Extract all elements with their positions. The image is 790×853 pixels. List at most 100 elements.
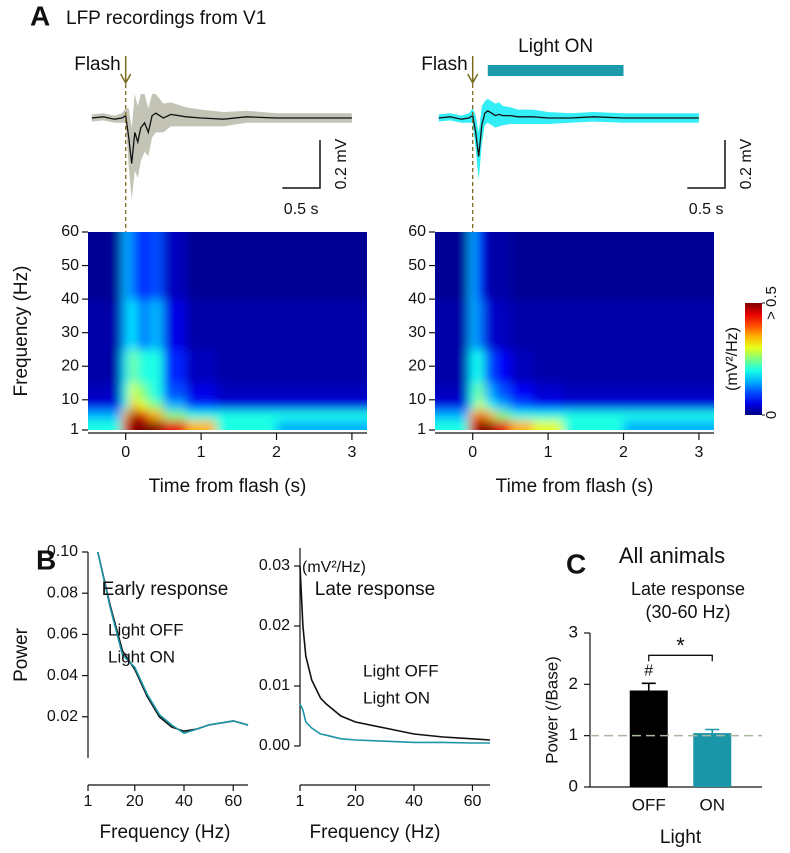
heatmap-cell [510, 419, 534, 430]
scale-label: 0.2 mV [333, 138, 350, 189]
heatmap-cell [435, 232, 470, 300]
heatmap-cell [468, 409, 477, 421]
x-tick-label: 1 [197, 444, 206, 461]
heatmap-cell [623, 409, 714, 421]
y-tick-label: 0.08 [47, 584, 78, 601]
x-tick-label: 60 [224, 793, 242, 810]
x-tick-label: 1 [84, 793, 93, 810]
heatmap-cell [276, 409, 367, 421]
scale-bar [282, 140, 321, 189]
heatmap-cell [137, 349, 149, 384]
error-bar [705, 728, 720, 734]
y-tick-label: 1 [70, 421, 79, 438]
heatmap-cell [510, 349, 534, 384]
legend-entry: Light ON [108, 647, 175, 666]
series-line [299, 703, 490, 744]
chart-title: All animals [619, 543, 725, 568]
y-tick-label: 0.10 [47, 543, 78, 560]
heatmap-cell [510, 383, 534, 401]
y-tick-label: 0.01 [259, 677, 290, 694]
heatmap-cell [148, 419, 164, 430]
heatmap-cell [476, 232, 485, 300]
heatmap-cell [121, 399, 130, 411]
error-bar [641, 682, 656, 691]
trace-line [91, 112, 352, 164]
heatmap-cell [163, 409, 187, 421]
y-tick-label: 0.02 [259, 617, 290, 634]
heatmap-cell [435, 409, 470, 421]
x-tick-label: 3 [694, 444, 703, 461]
heatmap-cell [495, 349, 511, 384]
x-tick-label: 1 [296, 793, 305, 810]
heatmap-cell [88, 409, 123, 421]
heatmap-cell [484, 419, 496, 430]
colorbar-label: (mV²/Hz) [724, 327, 741, 391]
x-tick-label: 40 [175, 793, 193, 810]
y-tick-label: 10 [408, 391, 426, 408]
heatmap-cell [148, 383, 164, 401]
heatmap-cell [484, 232, 496, 300]
heatmap-cell [88, 399, 123, 411]
heatmap-cell [476, 419, 485, 430]
heatmap-cell [435, 399, 470, 411]
x-axis-label: Light [660, 827, 702, 848]
heatmap-cell [623, 299, 714, 350]
heatmap-cell [435, 419, 470, 430]
heatmap-cell [129, 399, 138, 411]
heatmap-cell [163, 232, 187, 300]
heatmap-cell [495, 399, 511, 411]
y-tick-label: 40 [61, 290, 79, 307]
heatmap-cell [186, 399, 217, 411]
chart-title: Early response [102, 579, 229, 600]
heatmap-cell [495, 419, 511, 430]
x-tick-label: 40 [405, 793, 423, 810]
heatmap-cell [216, 383, 278, 401]
heatmap-cell [435, 299, 470, 350]
heatmap-cell [129, 349, 138, 384]
heatmap-cell [484, 399, 496, 411]
bar [693, 733, 732, 787]
bar-annotation: # [644, 663, 653, 680]
legend-entry: Light ON [363, 688, 430, 707]
heatmap [435, 232, 714, 430]
heatmap-cell [163, 299, 187, 350]
heatmap-cell [163, 399, 187, 411]
heatmap-cell [563, 419, 625, 430]
heatmap-cell [276, 299, 367, 350]
x-tick-label: 0 [468, 444, 477, 461]
flash-arrow [120, 56, 132, 85]
heatmap-cell [476, 399, 485, 411]
heatmap-cell [495, 383, 511, 401]
scale-label: 0.2 mV [738, 138, 755, 189]
heatmap-cell [137, 419, 149, 430]
x-tick-label: 20 [347, 793, 365, 810]
y-tick-label: 60 [61, 223, 79, 240]
heatmap-cell [533, 299, 564, 350]
heatmap-cells [435, 232, 714, 430]
y-tick-label: 40 [408, 290, 426, 307]
heatmap-cell [623, 399, 714, 411]
heatmap-cell [510, 409, 534, 421]
heatmap-cell [468, 419, 477, 430]
heatmap-cell [148, 349, 164, 384]
heatmap-cell [137, 409, 149, 421]
heatmap-cell [137, 232, 149, 300]
y-tick-label: 50 [61, 257, 79, 274]
heatmap-cell [88, 232, 123, 300]
scale-bar [687, 140, 726, 189]
heatmap-cell [563, 399, 625, 411]
y-tick-label: 20 [61, 357, 79, 374]
heatmap-cell [484, 383, 496, 401]
heatmap-cell [476, 383, 485, 401]
heatmap-cell [495, 232, 511, 300]
heatmap-cell [468, 383, 477, 401]
heatmap-cell [276, 232, 367, 300]
flash-label: Flash [74, 54, 120, 75]
heatmap-cell [121, 383, 130, 401]
heatmap-cell [563, 232, 625, 300]
heatmap-cell [623, 419, 714, 430]
heatmap-cell [186, 232, 217, 300]
heatmap-cell [129, 299, 138, 350]
y-tick-label: 30 [408, 324, 426, 341]
